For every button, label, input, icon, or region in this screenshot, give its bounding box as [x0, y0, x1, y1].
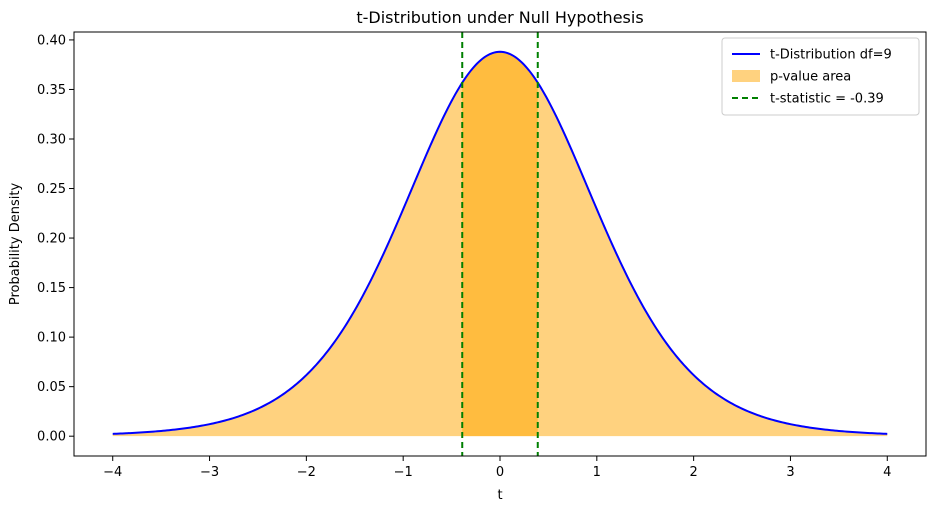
y-tick-label: 0.30 — [37, 132, 66, 147]
x-tick-label: 3 — [786, 465, 794, 480]
pdf-line — [112, 50, 888, 435]
p-value-area-center-fill — [462, 51, 538, 437]
y-axis: 0.00 0.05 0.10 0.15 0.20 0.25 0.30 0.35 0.40 — [37, 33, 74, 445]
y-axis-label: Probability Density — [8, 183, 23, 306]
x-tick-label: 4 — [883, 465, 891, 480]
x-axis-label: t — [497, 488, 502, 503]
y-tick-label: 0.00 — [37, 430, 66, 445]
legend: t-Distribution df=9 p-value area t-statist… — [721, 37, 920, 116]
legend-fill-swatch — [732, 70, 760, 82]
x-tick-label: −2 — [297, 465, 316, 480]
y-tick-label: 0.40 — [37, 33, 66, 48]
legend-label: t-statistic = -0.39 — [770, 92, 884, 107]
y-tick-label: 0.35 — [37, 83, 66, 98]
chart-title: t-Distribution under Null Hypothesis — [356, 8, 643, 27]
x-tick-label: 0 — [496, 465, 504, 480]
plot-area — [73, 31, 927, 457]
legend-box — [721, 37, 920, 116]
legend-label: t-Distribution df=9 — [770, 48, 892, 63]
x-axis: −4 −3 −2 −1 0 1 2 3 4 — [103, 456, 891, 480]
y-tick-label: 0.15 — [37, 281, 66, 296]
x-tick-label: −4 — [103, 465, 122, 480]
y-tick-label: 0.05 — [37, 380, 66, 395]
x-tick-label: 1 — [593, 465, 601, 480]
y-tick-label: 0.10 — [37, 331, 66, 346]
x-tick-label: 2 — [689, 465, 697, 480]
y-tick-label: 0.25 — [37, 182, 66, 197]
y-tick-label: 0.20 — [37, 232, 66, 247]
x-tick-label: −1 — [394, 465, 413, 480]
x-tick-label: −3 — [200, 465, 219, 480]
legend-label: p-value area — [770, 70, 851, 85]
